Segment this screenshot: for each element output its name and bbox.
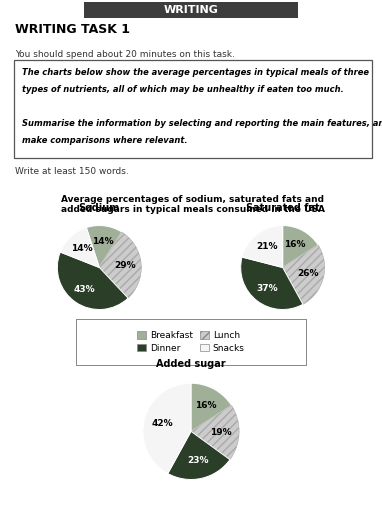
Text: types of nutrients, all of which may be unhealthy if eaten too much.: types of nutrients, all of which may be … [23,85,344,94]
Text: 21%: 21% [256,243,277,251]
Text: WRITING TASK 1: WRITING TASK 1 [15,23,130,36]
Text: 23%: 23% [187,456,208,465]
FancyBboxPatch shape [13,60,372,158]
Text: Write at least 150 words.: Write at least 150 words. [15,167,129,176]
Wedge shape [57,252,128,309]
Wedge shape [143,383,191,474]
Wedge shape [60,228,99,267]
Text: 29%: 29% [115,261,136,270]
Text: 37%: 37% [256,284,278,292]
Title: Sodium: Sodium [79,203,120,213]
Text: 26%: 26% [297,269,319,279]
Wedge shape [168,431,230,479]
Wedge shape [241,257,303,309]
Text: You should spend about 20 minutes on this task.: You should spend about 20 minutes on thi… [15,51,235,59]
Wedge shape [191,406,239,460]
Text: The charts below show the average percentages in typical meals of three: The charts below show the average percen… [23,68,369,77]
Title: Saturated fat: Saturated fat [246,203,319,213]
Wedge shape [242,225,283,267]
Text: 16%: 16% [194,401,216,410]
Text: make comparisons where relevant.: make comparisons where relevant. [23,136,188,145]
Title: Added sugar: Added sugar [156,359,226,369]
Legend: Breakfast, Dinner, Lunch, Snacks: Breakfast, Dinner, Lunch, Snacks [134,328,248,356]
Text: Average percentages of sodium, saturated fats and
added sugars in typical meals : Average percentages of sodium, saturated… [61,195,325,214]
Text: Summarise the information by selecting and reporting the main features, and: Summarise the information by selecting a… [23,119,382,128]
Wedge shape [86,226,122,267]
Wedge shape [191,383,231,431]
Text: 43%: 43% [74,285,96,293]
Wedge shape [283,245,325,304]
Text: 42%: 42% [151,419,173,429]
Text: 14%: 14% [71,244,92,253]
Wedge shape [99,232,141,298]
Text: 14%: 14% [92,237,113,246]
Text: 16%: 16% [285,240,306,249]
Wedge shape [283,225,318,267]
Text: 19%: 19% [210,428,231,437]
Text: WRITING: WRITING [163,5,219,15]
